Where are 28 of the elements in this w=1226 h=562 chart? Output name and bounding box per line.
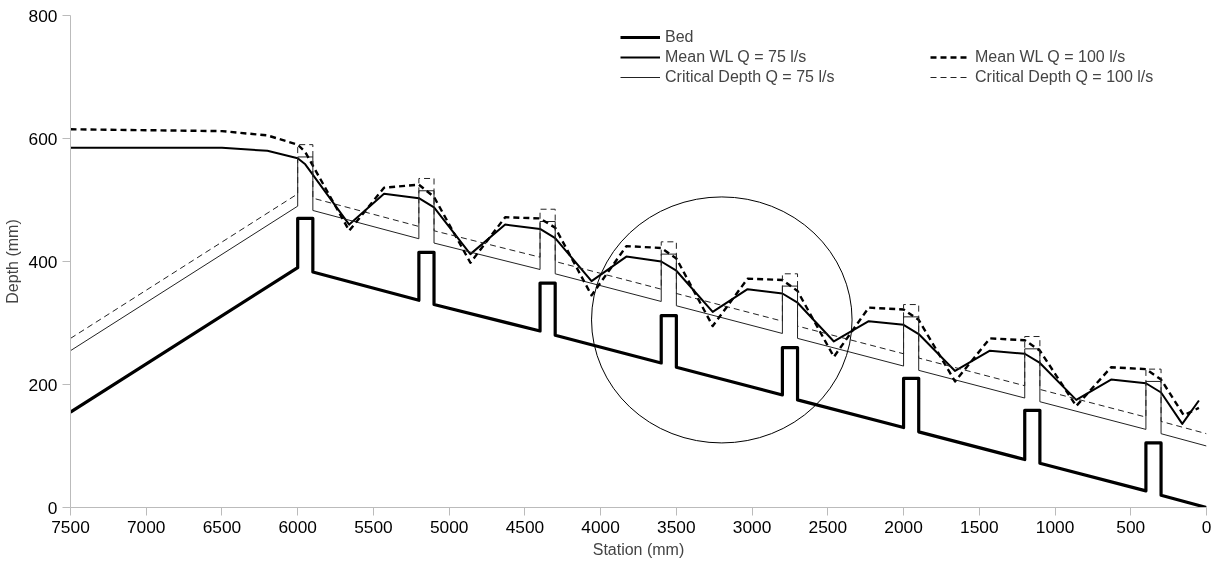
x-tick-label: 6500 (202, 516, 242, 537)
x-tick-label: 7000 (126, 516, 166, 537)
y-tick-label: 800 (28, 5, 58, 26)
x-tick-label: 0 (1201, 516, 1212, 537)
y-tick-label: 600 (28, 128, 58, 149)
y-tick-label: 200 (28, 374, 58, 395)
x-tick-label: 2500 (808, 516, 848, 537)
x-tick-label: 1000 (1035, 516, 1075, 537)
x-tick-label: 5000 (429, 516, 469, 537)
legend-label: Mean WL Q = 75 l/s (665, 48, 807, 66)
legend-label: Critical Depth Q = 75 l/s (665, 68, 835, 86)
legend-label: Critical Depth Q = 100 l/s (975, 68, 1154, 86)
y-tick-label: 0 (47, 497, 58, 518)
x-tick-label: 2000 (884, 516, 923, 537)
x-tick-label: 3500 (657, 516, 696, 537)
x-tick-label: 3000 (732, 516, 772, 537)
legend-label: Mean WL Q = 100 l/s (975, 48, 1126, 66)
x-tick-label: 4000 (581, 516, 620, 537)
legend-label: Bed (665, 28, 694, 46)
y-tick-label: 400 (28, 251, 58, 272)
x-tick-label: 4500 (505, 516, 545, 537)
x-axis-title: Station (mm) (592, 540, 685, 558)
x-tick-label: 500 (1116, 516, 1146, 537)
y-axis-title: Depth (mm) (3, 219, 21, 304)
x-tick-label: 5500 (354, 516, 393, 537)
x-tick-label: 6000 (278, 516, 317, 537)
x-tick-label: 7500 (51, 516, 90, 537)
x-tick-label: 1500 (960, 516, 999, 537)
